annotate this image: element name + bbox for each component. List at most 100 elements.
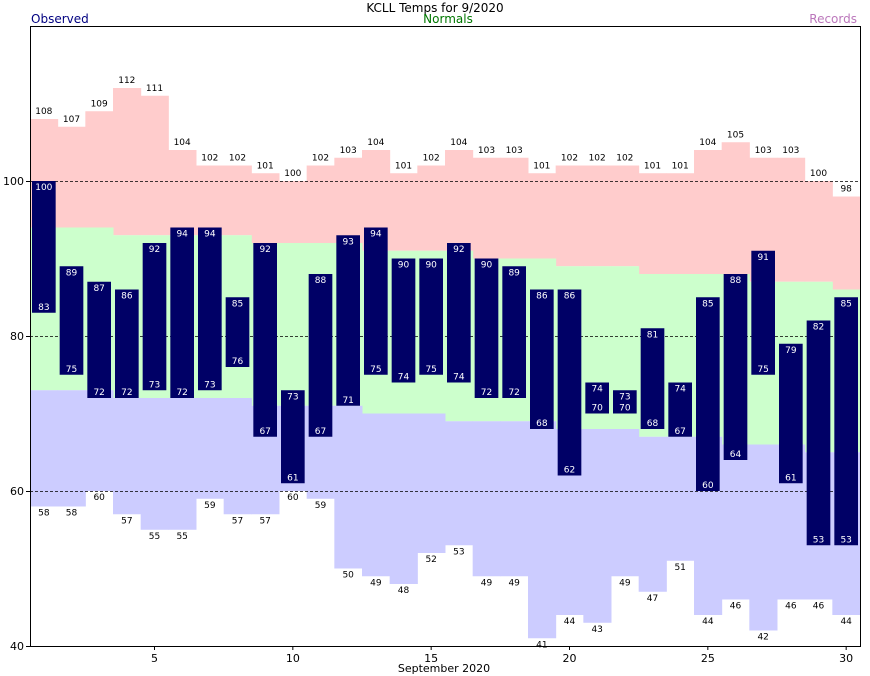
record-low-band: [140, 398, 169, 530]
record-high-band: [777, 157, 806, 282]
y-tick-label: 100: [3, 175, 24, 188]
record-high-label: 102: [201, 154, 218, 164]
record-low-band: [666, 436, 695, 561]
record-low-label: 43: [591, 625, 602, 635]
observed-high-label: 85: [702, 299, 713, 309]
record-high-label: 104: [699, 138, 716, 148]
observed-high-label: 90: [425, 261, 437, 271]
record-high-label: 101: [533, 161, 550, 171]
record-high-label: 103: [782, 146, 799, 156]
observed-high-label: 94: [204, 230, 216, 240]
record-high-label: 109: [91, 99, 108, 109]
observed-low-label: 61: [785, 473, 796, 483]
record-high-label: 101: [644, 161, 661, 171]
observed-bar: [751, 250, 775, 375]
x-axis-label: September 2020: [398, 662, 490, 675]
observed-bar: [474, 258, 499, 398]
record-high-label: 103: [506, 146, 523, 156]
record-high-label: 101: [672, 161, 689, 171]
record-low-label: 52: [425, 555, 436, 565]
x-tick-label: 10: [286, 652, 300, 665]
observed-bar: [723, 274, 748, 460]
record-low-label: 55: [149, 532, 160, 542]
y-tick-label: 80: [10, 330, 24, 343]
observed-high-label: 90: [398, 261, 410, 271]
observed-high-label: 88: [730, 276, 742, 286]
record-low-band: [223, 398, 252, 515]
x-tick-label: 20: [563, 652, 577, 665]
record-low-band: [57, 390, 86, 507]
record-low-label: 41: [536, 640, 547, 650]
record-low-label: 57: [121, 516, 132, 526]
observed-high-label: 73: [287, 392, 298, 402]
record-high-label: 101: [257, 161, 274, 171]
record-low-band: [196, 398, 225, 499]
legend-normals: Normals: [423, 12, 473, 26]
record-high-label: 102: [561, 154, 578, 164]
observed-low-label: 72: [93, 388, 104, 398]
observed-low-label: 72: [176, 388, 187, 398]
observed-high-label: 94: [370, 230, 382, 240]
record-high-band: [500, 157, 529, 259]
record-low-band: [445, 421, 474, 546]
observed-low-label: 67: [674, 427, 685, 437]
record-high-label: 105: [727, 130, 744, 140]
observed-high-label: 93: [342, 237, 353, 247]
observed-low-label: 67: [259, 427, 270, 437]
record-high-band: [666, 173, 695, 274]
observed-high-label: 92: [259, 245, 270, 255]
observed-low-label: 83: [38, 303, 49, 313]
record-high-band: [334, 157, 363, 243]
observed-high-label: 74: [674, 385, 686, 395]
record-low-label: 53: [453, 547, 464, 557]
observed-high-label: 86: [121, 292, 133, 302]
record-high-band: [555, 165, 584, 267]
record-low-label: 60: [287, 493, 299, 503]
record-high-band: [389, 173, 418, 251]
observed-high-label: 92: [149, 245, 160, 255]
observed-low-label: 74: [398, 373, 410, 383]
observed-low-label: 64: [730, 450, 742, 460]
observed-high-label: 89: [66, 268, 78, 278]
observed-low-label: 75: [66, 365, 77, 375]
record-low-band: [113, 398, 142, 515]
observed-low-label: 76: [232, 357, 244, 367]
observed-bar: [87, 281, 111, 398]
observed-high-label: 85: [840, 299, 851, 309]
record-low-label: 59: [315, 501, 327, 511]
record-high-band: [168, 150, 197, 236]
observed-high-label: 73: [619, 392, 630, 402]
plot-frame: [30, 26, 861, 647]
observed-bar: [170, 227, 194, 398]
record-low-band: [417, 413, 446, 553]
observed-high-label: 91: [757, 253, 768, 263]
observed-bar: [198, 227, 222, 391]
record-low-band: [30, 390, 59, 507]
observed-bar: [225, 297, 250, 367]
legend-records: Records: [809, 12, 857, 26]
record-low-band: [85, 390, 114, 491]
record-low-band: [611, 429, 640, 577]
observed-high-label: 79: [785, 346, 797, 356]
observed-bar: [668, 382, 692, 437]
record-low-band: [168, 398, 197, 530]
record-high-band: [113, 88, 142, 236]
observed-bar: [308, 274, 333, 437]
observed-high-label: 87: [93, 284, 104, 294]
y-tick-label: 40: [10, 640, 24, 653]
record-high-band: [528, 173, 557, 259]
record-low-band: [528, 421, 557, 639]
record-low-label: 49: [481, 578, 493, 588]
record-high-band: [223, 165, 252, 236]
record-high-label: 103: [478, 146, 495, 156]
record-low-label: 55: [176, 532, 187, 542]
record-high-band: [804, 181, 833, 282]
record-low-label: 46: [813, 602, 825, 612]
observed-low-label: 71: [342, 396, 353, 406]
observed-bar: [364, 227, 388, 375]
record-high-band: [472, 157, 501, 259]
record-high-band: [832, 196, 861, 290]
observed-bar: [834, 297, 858, 546]
record-high-band: [721, 142, 750, 274]
